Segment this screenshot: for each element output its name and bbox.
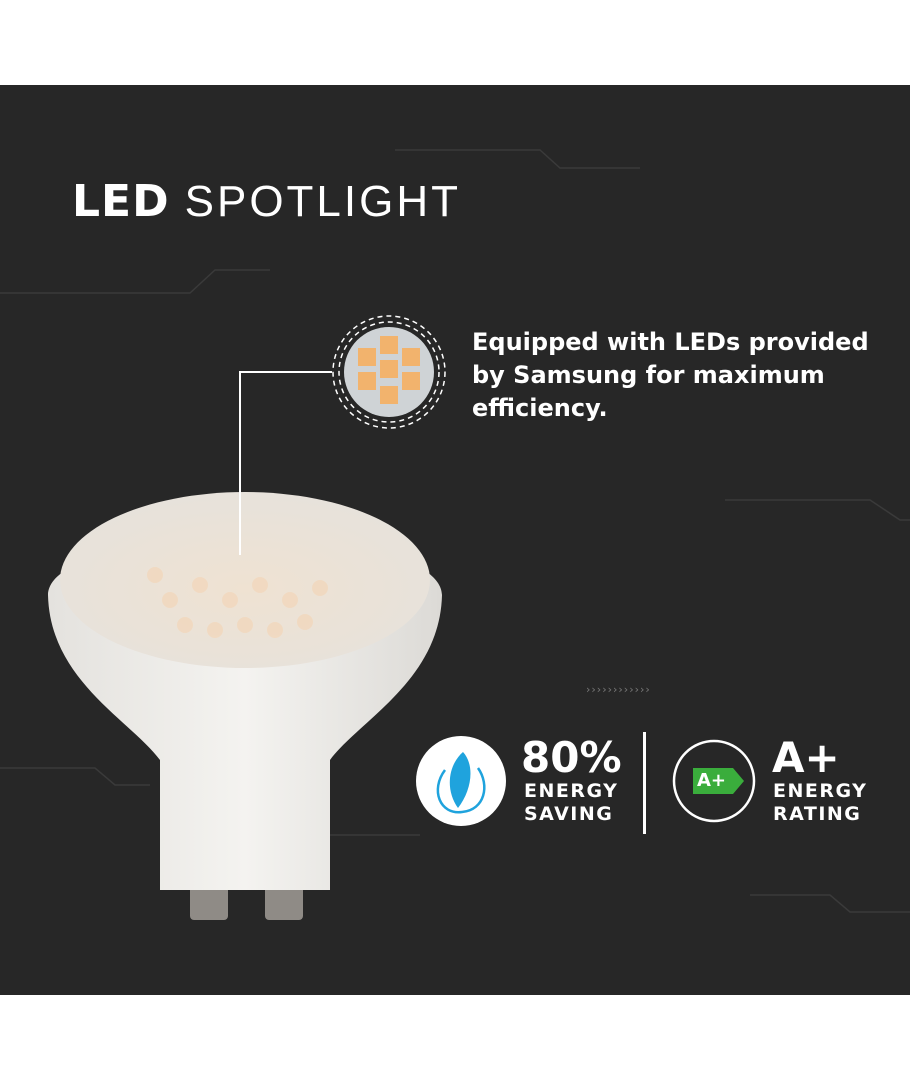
divider — [643, 732, 646, 834]
label-line: ENERGY — [773, 780, 868, 802]
energy-rating-value: A+ — [772, 733, 840, 782]
energy-saving-value: 80% — [521, 733, 622, 782]
title-light: SPOTLIGHT — [184, 177, 461, 226]
feature-description: Equipped with LEDs provided by Samsung f… — [472, 328, 869, 422]
title-bold: LED — [72, 176, 170, 227]
callout-line — [239, 371, 332, 555]
energy-rating-label: ENERGY RATING — [773, 780, 867, 826]
eco-leaf-plug-icon — [416, 736, 506, 826]
label-line: RATING — [773, 803, 862, 825]
label-line: ENERGY — [524, 780, 619, 802]
energy-class-icon — [672, 739, 756, 823]
energy-class-badge: A+ — [697, 770, 727, 791]
energy-saving-label: ENERGY SAVING — [524, 780, 618, 826]
gu10-bulb-image — [48, 492, 442, 920]
page-title: LED SPOTLIGHT — [72, 176, 461, 227]
arrows-decoration: ›››››››››››› — [586, 683, 651, 696]
led-chip-icon — [332, 315, 446, 429]
label-line: SAVING — [524, 803, 614, 825]
